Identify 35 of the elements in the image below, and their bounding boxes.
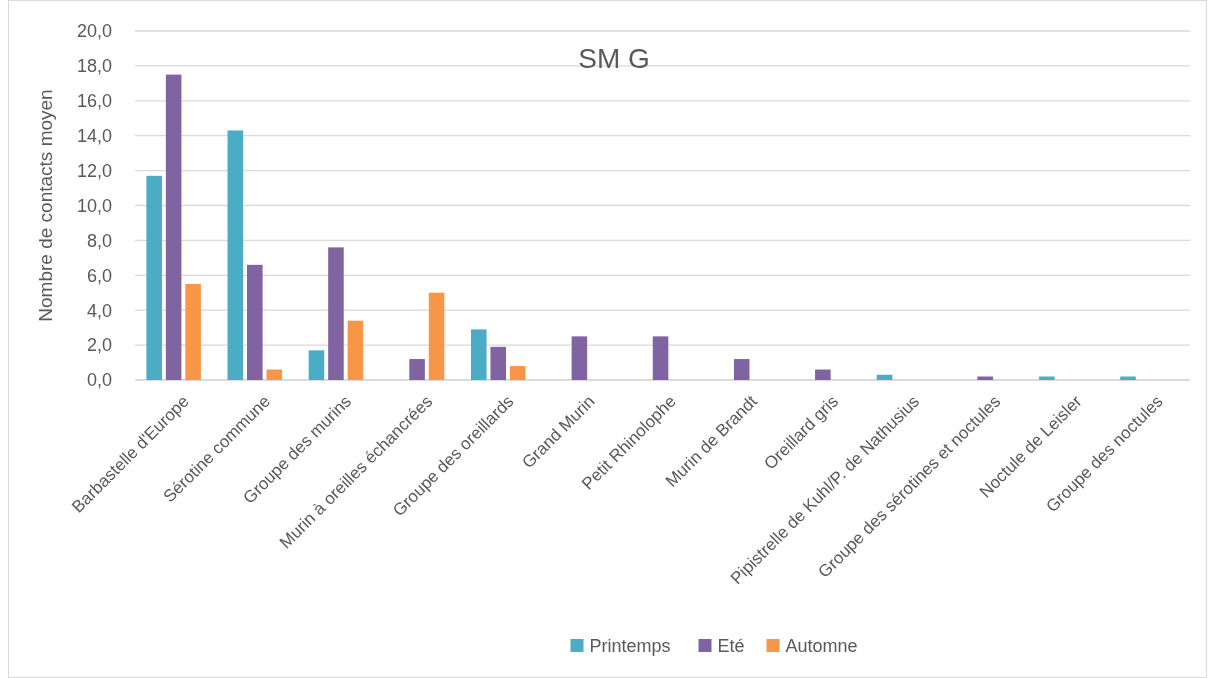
bar: [652, 336, 669, 380]
y-tick-label: 20,0: [76, 21, 112, 42]
legend-label: Printemps: [589, 636, 671, 657]
bar: [815, 369, 831, 380]
bar: [246, 264, 263, 380]
bar: [328, 247, 344, 380]
y-tick-label: 10,0: [76, 195, 112, 216]
y-tick-label: 4,0: [86, 300, 112, 321]
y-tick-label: 0,0: [86, 370, 112, 391]
bar: [876, 374, 893, 380]
y-tick-label: 18,0: [76, 56, 112, 77]
y-axis-title: Nombre de contacts moyen: [35, 89, 56, 322]
bar: [571, 336, 588, 380]
legend-label: Automne: [785, 636, 858, 657]
y-tick-label: 2,0: [86, 335, 112, 356]
bar: [733, 359, 750, 380]
bar: [227, 130, 244, 380]
bar: [470, 329, 487, 380]
y-tick-label: 14,0: [76, 126, 112, 146]
bar: [490, 346, 507, 380]
legend-label: Eté: [717, 636, 745, 657]
bar: [185, 284, 201, 380]
y-tick-label: 6,0: [86, 265, 112, 286]
bar: [146, 175, 162, 380]
bar: [266, 369, 283, 380]
y-tick-label: 8,0: [86, 230, 112, 251]
chart-title: SM G: [578, 43, 650, 74]
y-tick-label: 12,0: [76, 160, 112, 181]
y-tick-label: 16,0: [76, 91, 112, 112]
bar: [308, 350, 325, 380]
bar: [347, 320, 364, 380]
bar: [409, 359, 425, 380]
bar: [428, 292, 445, 380]
bar: [165, 74, 182, 380]
bar: [509, 366, 526, 380]
